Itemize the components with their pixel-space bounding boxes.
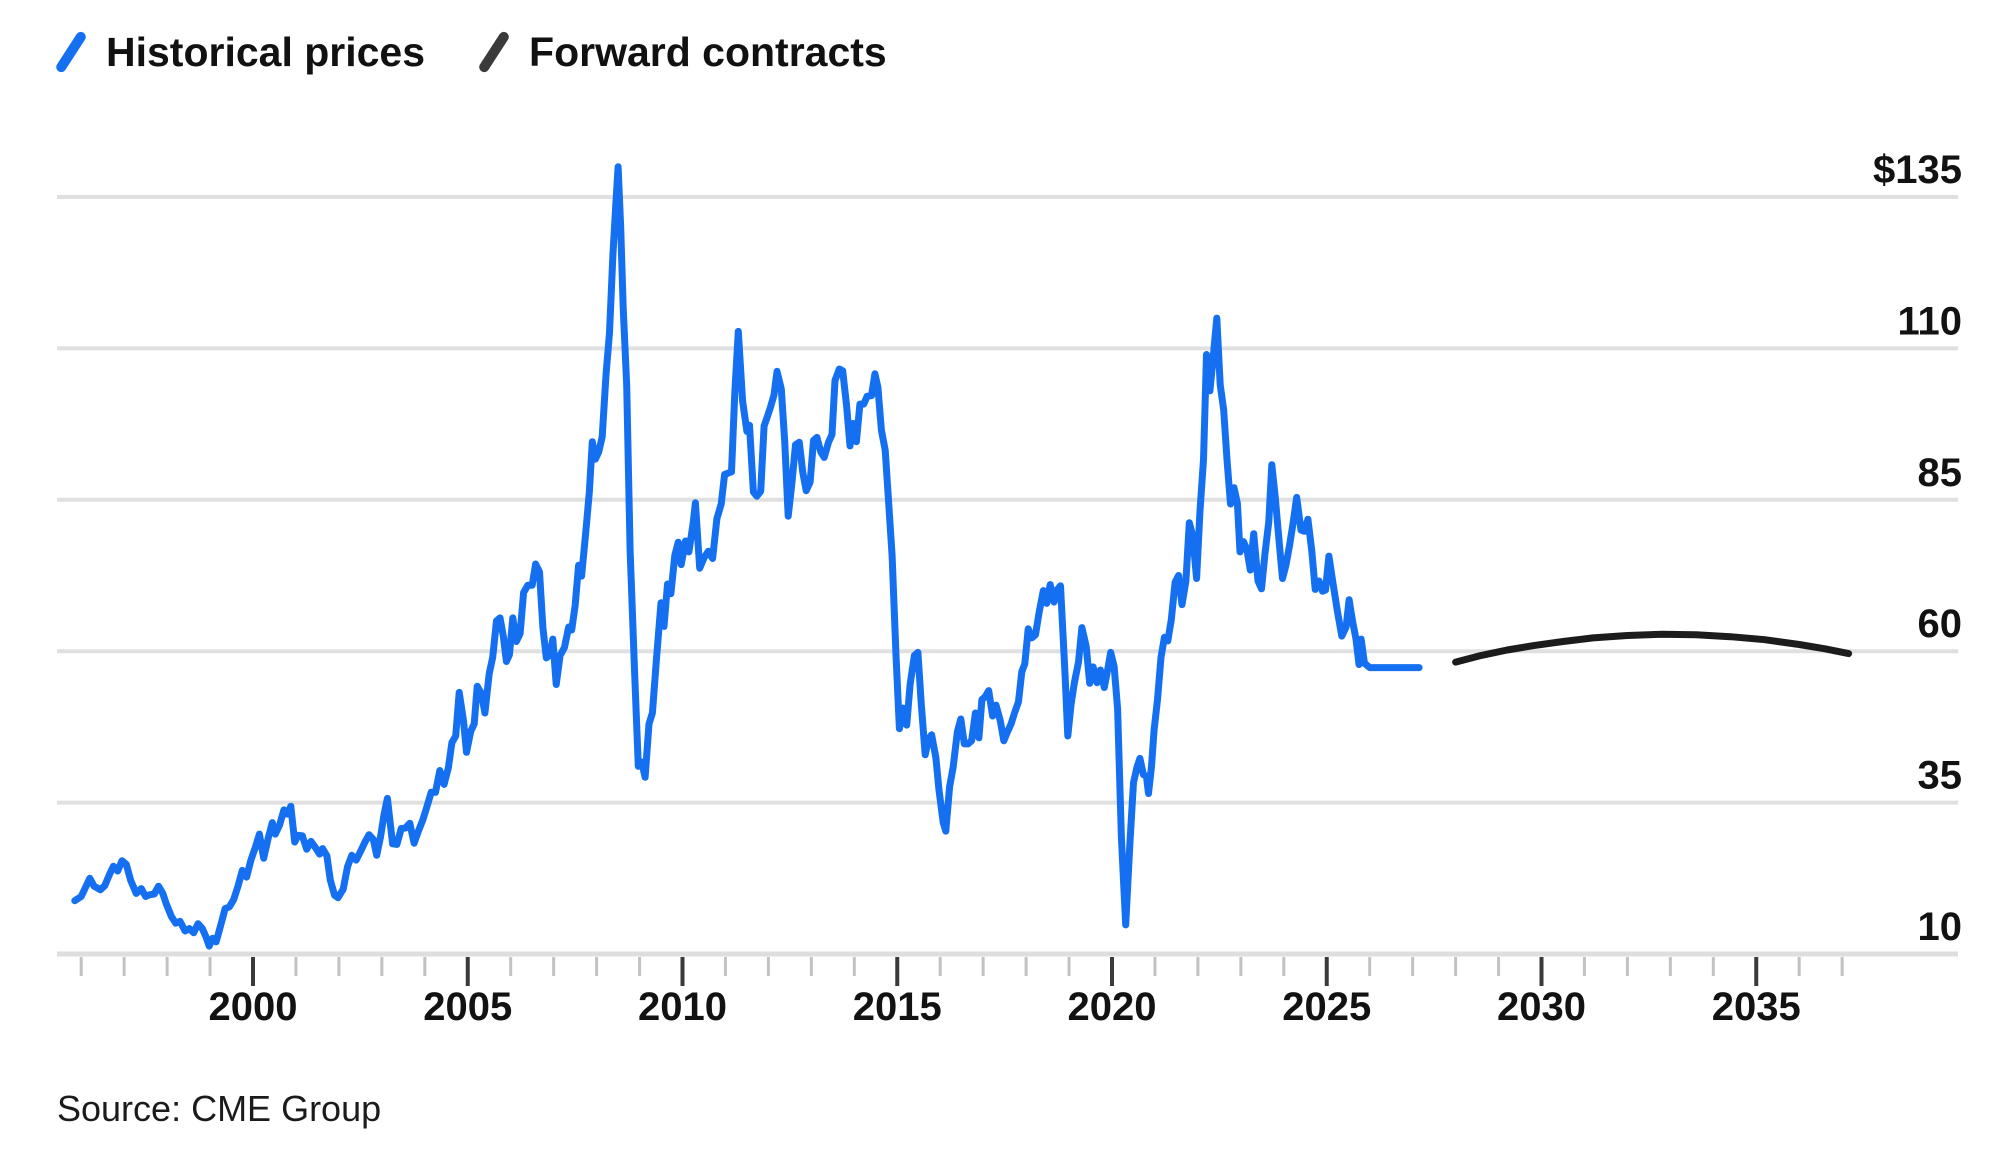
x-axis-label: 2035 xyxy=(1712,985,1801,1029)
y-axis-label: 110 xyxy=(1897,299,1962,343)
y-axis-label: 10 xyxy=(1918,905,1963,949)
source-note: Source: CME Group xyxy=(57,1088,382,1129)
x-axis-label: 2030 xyxy=(1497,985,1586,1029)
legend-label-historical: Historical prices xyxy=(106,28,426,75)
legend-item-forward: Forward contracts xyxy=(477,28,887,76)
x-axis-label: 2010 xyxy=(638,985,727,1029)
y-axis-label: 60 xyxy=(1918,602,1963,646)
x-axis-label: 2025 xyxy=(1282,985,1371,1029)
x-axis-label: 2020 xyxy=(1068,985,1157,1029)
y-axis-label: 85 xyxy=(1918,451,1963,495)
legend-label-forward: Forward contracts xyxy=(529,28,887,75)
x-axis-label: 2005 xyxy=(423,985,512,1029)
historical-line xyxy=(71,163,1423,950)
legend-item-historical: Historical prices xyxy=(54,28,426,76)
x-axis-label: 2015 xyxy=(853,985,942,1029)
x-axis-label: 2000 xyxy=(209,985,298,1029)
chart-legend: Historical prices Forward contracts xyxy=(54,24,943,80)
y-axis-label: $135 xyxy=(1873,148,1962,192)
forward-line xyxy=(1452,630,1853,666)
y-axis-label: 35 xyxy=(1918,754,1963,798)
